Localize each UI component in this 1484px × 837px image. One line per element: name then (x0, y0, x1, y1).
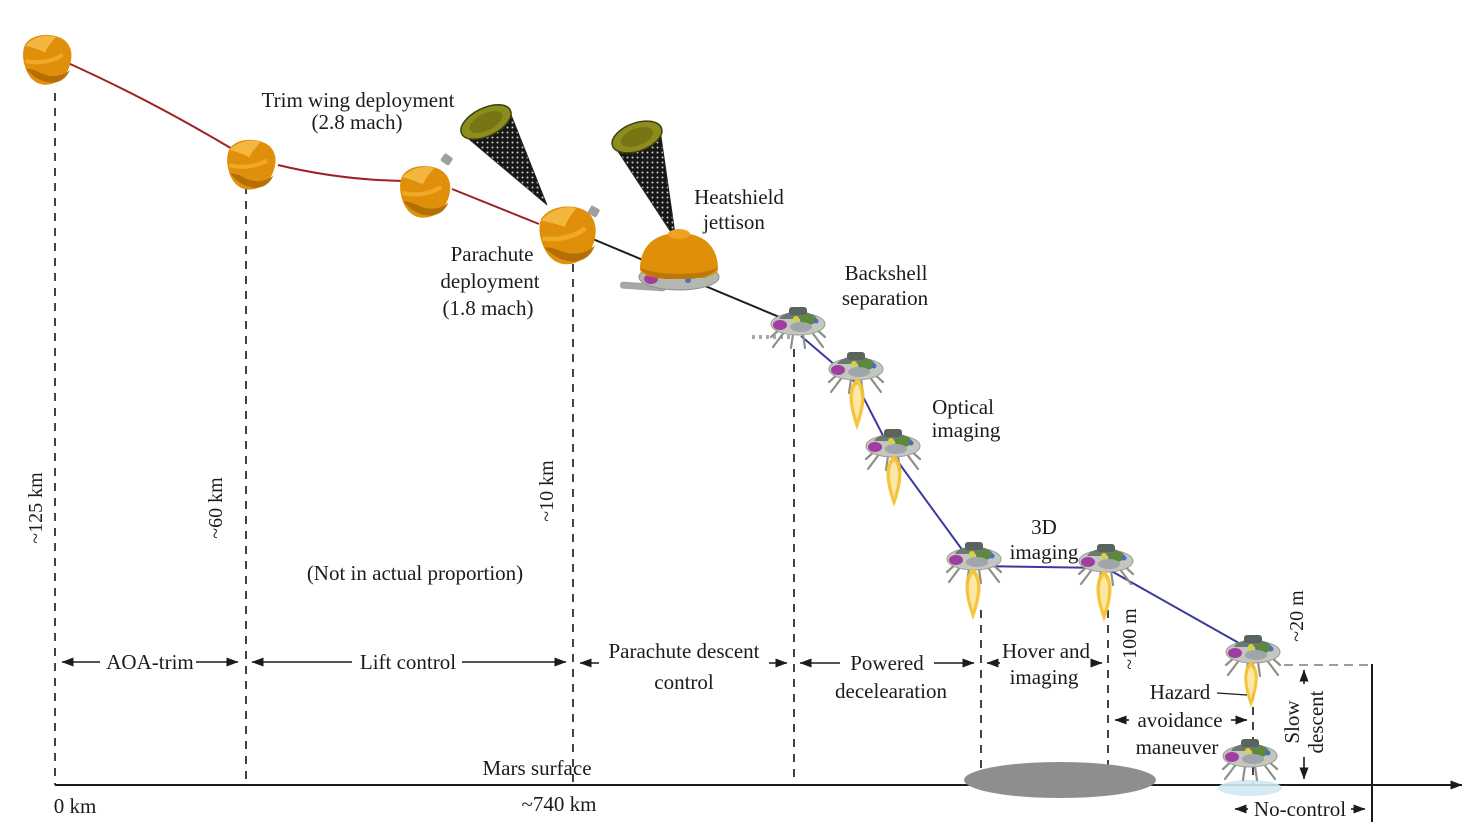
thruster-flame-icon (965, 568, 981, 620)
landing-zone-ellipse (964, 762, 1156, 798)
parachute-icon (460, 103, 548, 206)
phase-parachute-descent: Parachute descent (608, 639, 759, 663)
heatshield-jettison-label: Heatshield (694, 185, 784, 209)
trim-wing-mach: (2.8 mach) (312, 110, 403, 134)
surface-start-label: 0 km (54, 794, 97, 818)
hazard-label-connector (1216, 692, 1248, 696)
mortar-nub-icon (587, 205, 600, 218)
landed-lander-icon (1221, 737, 1279, 782)
thruster-flame-icon (1244, 661, 1258, 708)
phase-hover-imaging: imaging (1010, 665, 1079, 689)
phase-slow-descent: descent (1304, 690, 1328, 753)
backshell-separation-label: separation (842, 286, 929, 310)
optical-imaging-label: Optical (932, 395, 994, 419)
phase-powered-deceleration: decelearation (835, 679, 947, 703)
phase-arrows (61, 657, 1366, 814)
altitude-20m-label: ~20 m (1286, 590, 1308, 642)
altitude-125km-label: ~125 km (25, 472, 47, 544)
mars-surface-label: Mars surface (482, 756, 591, 780)
hazard-avoidance-label: Hazard (1150, 680, 1211, 704)
altitude-10km-label: ~10 km (536, 460, 558, 522)
proportion-note: (Not in actual proportion) (307, 561, 523, 585)
powered-descent-trajectory-blue (800, 335, 1254, 652)
entry-capsule-icon (223, 135, 281, 194)
parachute-deploy-label: deployment (440, 269, 539, 293)
entry-trajectory-red (67, 62, 540, 225)
thruster-flame-icon (886, 455, 902, 507)
heatshield-jettison-icon (619, 229, 720, 292)
phase-lift-control: Lift control (360, 650, 456, 674)
3d-imaging-label: imaging (1010, 540, 1079, 564)
lander-icon (769, 305, 827, 350)
altitude-100m-label: ~100 m (1119, 608, 1141, 670)
hazard-avoidance-label: avoidance (1137, 708, 1222, 732)
3d-imaging-label: 3D (1031, 515, 1057, 539)
touchdown-dust-ellipse (1218, 780, 1282, 796)
phase-no-control: No-control (1254, 797, 1346, 821)
optical-imaging-label: imaging (932, 418, 1001, 442)
thruster-flame-icon (849, 378, 865, 430)
phase-hover-imaging: Hover and (1002, 639, 1091, 663)
heatshield-jettison-label: jettison (702, 210, 765, 234)
trim-wing-label: Trim wing deployment (262, 88, 455, 112)
phase-aoa-trim: AOA-trim (106, 650, 194, 674)
hazard-avoidance-label: maneuver (1136, 735, 1219, 759)
parachute-deploy-label: Parachute (451, 242, 534, 266)
surface-range-label: ~740 km (522, 792, 597, 816)
backshell-separation-label: Backshell (845, 261, 928, 285)
phase-powered-deceleration: Powered (850, 651, 924, 675)
phase-parachute-descent: control (654, 670, 714, 694)
parachute-icon (611, 120, 677, 241)
mortar-nub-icon (440, 153, 453, 166)
entry-capsule-icon (18, 29, 77, 89)
altitude-60km-label: ~60 km (205, 477, 227, 539)
trim-wing-capsule-icon (395, 160, 456, 222)
parachute-deploy-mach: (1.8 mach) (443, 296, 534, 320)
thruster-flame-icon (1096, 570, 1112, 622)
phase-slow-descent: Slow (1280, 700, 1304, 744)
